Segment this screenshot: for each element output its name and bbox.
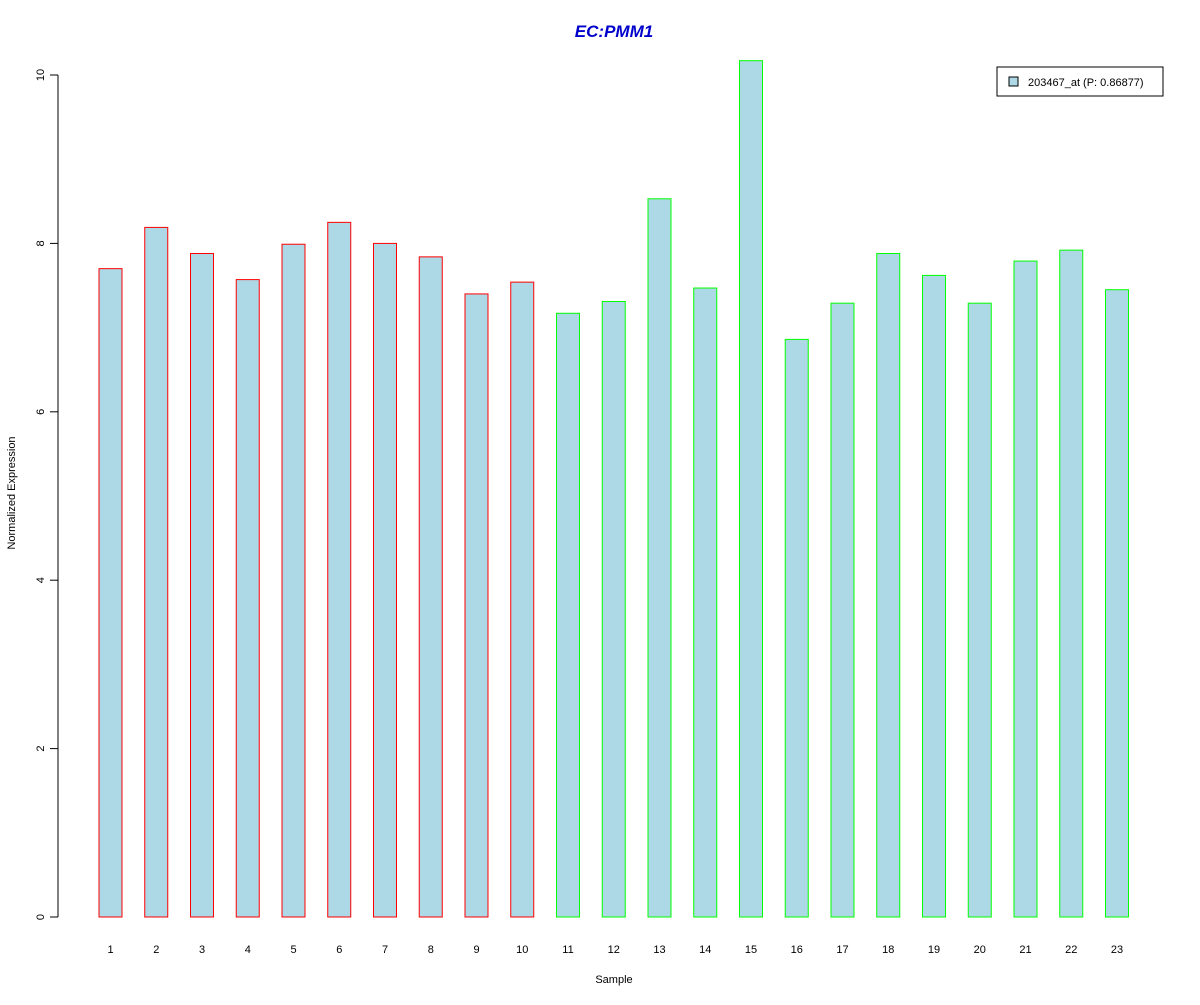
bar-sample-9 [464,293,489,918]
bar-sample-4 [235,279,260,918]
bar-sample-10 [510,281,535,918]
y-tick-label: 6 [35,409,47,415]
bar-sample-16 [784,338,809,918]
bar-sample-21 [1013,260,1038,918]
bar-sample-18 [876,253,901,918]
x-tick-label: 5 [290,944,296,956]
bar-sample-3 [190,253,214,918]
y-axis-ticks: 0 2 4 6 8 10 [35,69,58,920]
bar-sample-12 [601,300,626,918]
x-tick-label: 20 [974,944,986,956]
x-tick-label: 3 [199,944,205,956]
y-tick-label: 10 [35,69,47,81]
x-tick-label: 12 [608,944,620,956]
bar-sample-8 [418,256,443,918]
y-tick-label: 2 [35,746,47,752]
x-tick-label: 18 [882,944,894,956]
x-tick-label: 8 [428,944,434,956]
bar-sample-1 [98,268,123,918]
y-tick-label: 0 [35,914,47,920]
x-tick-label: 7 [382,944,388,956]
x-tick-label: 2 [153,944,159,956]
bar-sample-17 [830,302,855,918]
x-axis-label: Sample [595,974,632,986]
x-tick-label: 16 [791,944,803,956]
x-tick-label: 4 [245,944,251,956]
x-tick-label: 1 [107,944,113,956]
chart-title: EC:PMM1 [575,22,653,41]
legend-label: 203467_at (P: 0.86877) [1028,77,1144,89]
x-tick-label: 22 [1065,944,1077,956]
bar-sample-2 [144,226,169,918]
y-tick-label: 8 [35,240,47,246]
bars-group [98,60,1129,918]
bar-sample-23 [1105,289,1129,918]
x-tick-label: 9 [473,944,479,956]
legend-box [996,66,1164,97]
x-tick-label: 13 [653,944,665,956]
x-tick-label: 15 [745,944,757,956]
bar-sample-5 [281,243,306,918]
y-axis-label: Normalized Expression [6,436,18,549]
bar-sample-15 [739,60,763,918]
x-tick-label: 14 [699,944,711,956]
x-tick-label: 21 [1019,944,1031,956]
bar-sample-19 [922,274,946,918]
bar-sample-14 [693,287,718,918]
bar-sample-6 [327,221,352,918]
bar-sample-13 [647,198,672,918]
bar-sample-11 [556,312,580,918]
y-tick-label: 4 [35,577,47,583]
x-tick-label: 17 [836,944,848,956]
legend-swatch [1008,76,1019,87]
x-axis-tick-labels: 1 2 3 4 5 6 7 8 9 10 11 12 13 14 15 16 17 18 19 20 21 22 23 [107,944,1123,956]
x-tick-label: 10 [516,944,528,956]
legend: 203467_at (P: 0.86877) [996,66,1164,97]
x-tick-label: 19 [928,944,940,956]
x-tick-label: 11 [562,944,573,956]
bar-sample-7 [373,242,397,918]
bar-sample-20 [967,302,992,918]
x-tick-label: 23 [1111,944,1123,956]
bar-sample-22 [1059,249,1084,918]
x-tick-label: 6 [336,944,342,956]
